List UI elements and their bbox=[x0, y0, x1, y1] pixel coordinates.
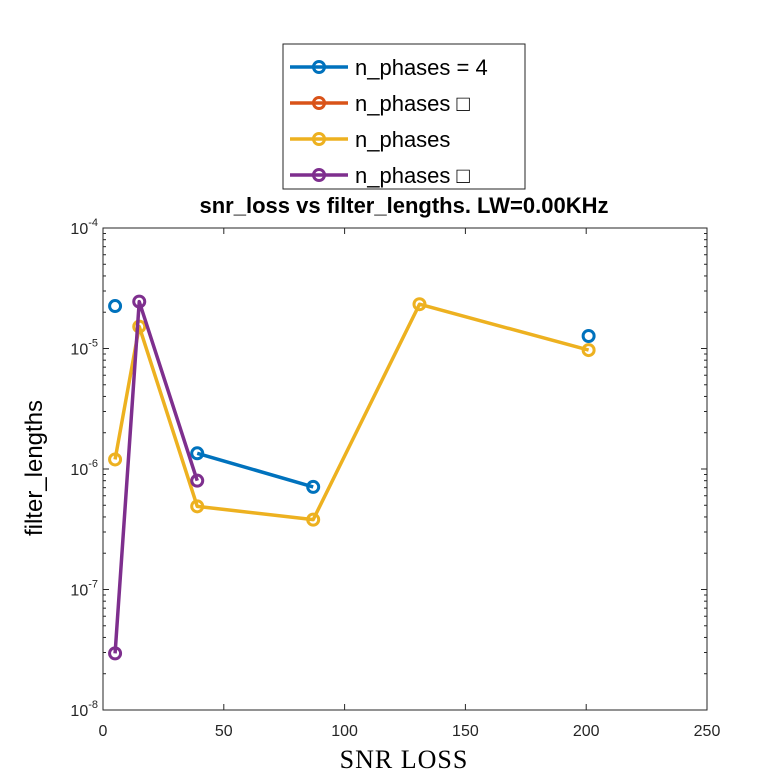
y-tick-label: 10-6 bbox=[70, 458, 98, 479]
data-point bbox=[108, 646, 123, 661]
legend-marker bbox=[312, 60, 326, 74]
legend-marker bbox=[312, 132, 326, 146]
x-tick-label: 0 bbox=[99, 723, 108, 740]
legend-label: n_phases □ bbox=[355, 91, 470, 116]
data-point bbox=[306, 479, 321, 494]
axes-box bbox=[102, 227, 708, 711]
series-4 bbox=[108, 294, 205, 661]
data-point bbox=[108, 452, 123, 467]
legend-label: n_phases □ bbox=[355, 163, 470, 188]
data-point bbox=[581, 343, 596, 358]
x-tick-label: 150 bbox=[452, 723, 479, 740]
data-point bbox=[190, 446, 205, 461]
legend-marker bbox=[312, 96, 326, 110]
data-point bbox=[190, 473, 205, 488]
data-point bbox=[132, 294, 147, 309]
x-tick-label: 200 bbox=[573, 723, 600, 740]
x-tick-label: 50 bbox=[215, 723, 233, 740]
legend-label: n_phases = 4 bbox=[355, 55, 488, 80]
y-tick-label: 10-5 bbox=[70, 338, 98, 359]
data-point bbox=[190, 499, 205, 514]
chart-title: snr_loss vs filter_lengths. LW=0.00KHz bbox=[200, 193, 609, 218]
series-line bbox=[113, 299, 199, 654]
x-axis-ticks: 0 50 100 150 200 250 bbox=[99, 228, 721, 740]
data-point bbox=[108, 299, 123, 314]
y-axis-label: filter_lengths bbox=[21, 400, 48, 536]
y-tick-label: 10-7 bbox=[70, 579, 98, 600]
legend: n_phases = 4 n_phases □ n_phases n_phases □ bbox=[282, 43, 526, 190]
series-layer bbox=[108, 294, 596, 661]
y-axis-ticks: 10-8 10-7 10-6 10-5 10-4 bbox=[70, 217, 707, 720]
x-axis-label: SNR LOSS bbox=[340, 745, 469, 774]
series-1 bbox=[108, 299, 596, 494]
data-point bbox=[581, 328, 596, 343]
y-tick-label: 10-8 bbox=[70, 699, 98, 720]
data-point bbox=[412, 297, 427, 312]
series-line bbox=[196, 451, 314, 489]
legend-marker bbox=[312, 168, 326, 182]
y-tick-label: 10-4 bbox=[70, 217, 98, 238]
x-tick-label: 100 bbox=[331, 723, 358, 740]
data-point bbox=[306, 512, 321, 527]
x-tick-label: 250 bbox=[694, 723, 721, 740]
legend-label: n_phases bbox=[355, 127, 450, 152]
